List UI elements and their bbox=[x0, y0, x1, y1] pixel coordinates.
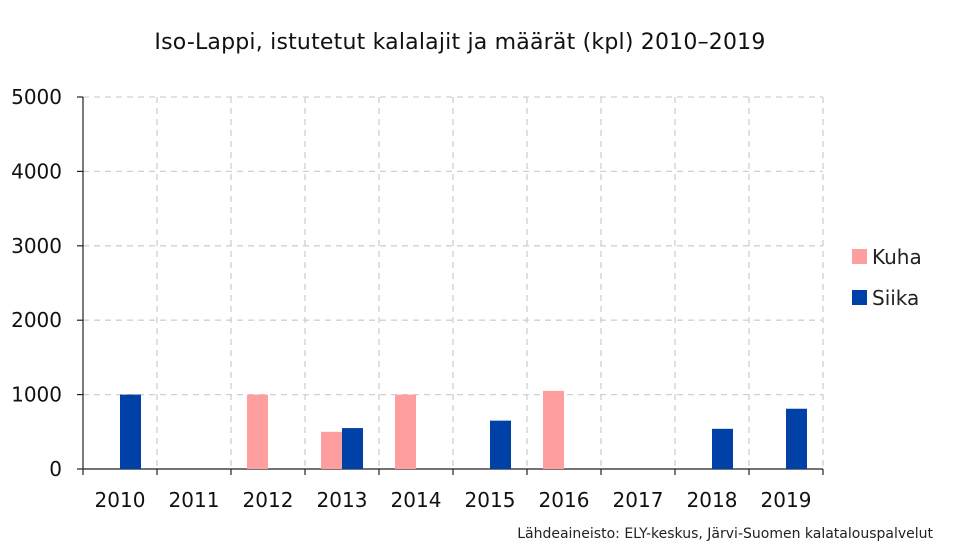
legend-swatch-siika bbox=[852, 290, 867, 305]
bar-siika-2013 bbox=[342, 428, 363, 469]
y-tick-labels: 0 1000 2000 3000 4000 5000 bbox=[11, 85, 62, 481]
bar-kuha-2014 bbox=[395, 394, 416, 469]
gridlines bbox=[83, 96, 824, 469]
x-tick-label: 2017 bbox=[613, 488, 664, 512]
legend-label-siika: Siika bbox=[872, 286, 919, 310]
legend: Kuha Siika bbox=[852, 245, 922, 310]
bar-kuha-2012 bbox=[247, 394, 268, 469]
chart-title: Iso-Lappi, istutetut kalalajit ja määrät… bbox=[154, 30, 766, 55]
x-tick-label: 2014 bbox=[391, 488, 442, 512]
axes bbox=[77, 96, 824, 475]
y-tick-label: 3000 bbox=[11, 234, 62, 258]
bar-siika-2018 bbox=[712, 428, 733, 469]
legend-swatch-kuha bbox=[852, 249, 867, 264]
y-tick-label: 2000 bbox=[11, 308, 62, 332]
y-tick-label: 1000 bbox=[11, 383, 62, 407]
x-tick-label: 2018 bbox=[687, 488, 738, 512]
bars bbox=[120, 390, 807, 469]
x-tick-label: 2010 bbox=[95, 488, 146, 512]
y-tick-label: 0 bbox=[49, 457, 62, 481]
x-tick-label: 2013 bbox=[317, 488, 368, 512]
bar-kuha-2013 bbox=[321, 431, 342, 469]
bar-siika-2019 bbox=[786, 408, 807, 469]
x-tick-label: 2016 bbox=[539, 488, 590, 512]
x-tick-label: 2015 bbox=[465, 488, 516, 512]
legend-label-kuha: Kuha bbox=[872, 245, 922, 269]
y-tick-label: 4000 bbox=[11, 159, 62, 183]
y-tick-label: 5000 bbox=[11, 85, 62, 109]
source-note: Lähdeaineisto: ELY-keskus, Järvi-Suomen … bbox=[517, 526, 933, 542]
bar-kuha-2016 bbox=[543, 390, 564, 469]
x-tick-label: 2019 bbox=[761, 488, 812, 512]
x-tick-label: 2011 bbox=[169, 488, 220, 512]
x-tick-label: 2012 bbox=[243, 488, 294, 512]
x-tick-labels: 2010 2011 2012 2013 2014 2015 2016 2017 2018 2019 bbox=[95, 488, 812, 512]
bar-siika-2015 bbox=[490, 420, 511, 469]
bar-siika-2010 bbox=[120, 394, 141, 469]
